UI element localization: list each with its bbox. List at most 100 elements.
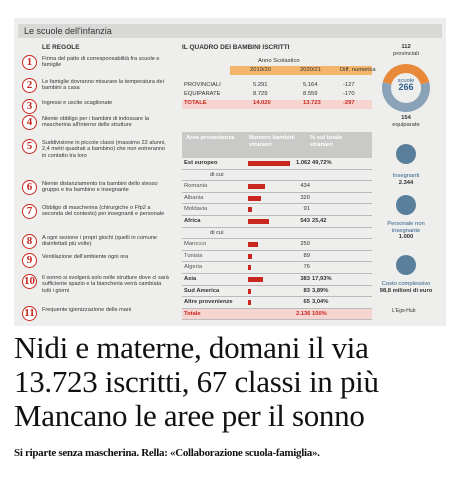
bar — [248, 265, 251, 271]
cell: 5.291 — [253, 82, 268, 88]
bar — [248, 195, 261, 201]
rule-number: 8 — [22, 234, 37, 249]
row-label: EQUIPARATE — [184, 91, 221, 97]
enrollment-caption: Anno Scolastico — [258, 58, 300, 64]
percent: 49,72% — [312, 160, 332, 166]
area-label: Altre provenienze — [184, 299, 233, 306]
staff-label: Costo complessivo — [381, 281, 431, 287]
rule-text: Le famiglie dovranno misurare la tempera… — [42, 79, 164, 92]
rule-text: Ingressi e uscite scaglionate — [42, 100, 113, 106]
row-rule — [182, 249, 372, 251]
row-rule — [182, 238, 372, 239]
subheading: di cui — [210, 171, 224, 178]
cell: -170 — [343, 91, 355, 97]
rule-number: 6 — [22, 180, 37, 195]
rule-text: Il sonno si svolgerà solo nelle struttur… — [42, 275, 169, 294]
percent: 3,89% — [312, 287, 329, 294]
rule-number: 5 — [22, 139, 37, 154]
rule-text: Niente distanziamento tra bambini dello … — [42, 181, 158, 194]
row-rule — [182, 191, 372, 193]
count: 83 — [303, 287, 310, 294]
bar — [248, 219, 270, 224]
row-label: PROVINCIALI — [184, 82, 221, 88]
donut-total: 266 — [398, 82, 414, 92]
row-rule — [182, 319, 372, 320]
headline-line: Nidi e materne, domani il via — [14, 330, 369, 365]
cell: 14.020 — [253, 100, 271, 106]
subtitle: Si riparte senza mascherina. Rella: «Col… — [14, 447, 320, 459]
area-label: Romania — [184, 183, 208, 190]
count: 91 — [303, 206, 310, 213]
icon — [396, 255, 416, 275]
school-count: 154 — [401, 115, 411, 121]
column-header: Numero bambini stranieri — [249, 135, 295, 148]
rule-number: 7 — [22, 204, 37, 219]
rule-text: Niente obbligo per i bambini di indossar… — [42, 116, 149, 129]
count: 383 — [300, 276, 310, 282]
row-rule — [182, 214, 372, 216]
bar — [248, 277, 264, 282]
area-label: Africa — [184, 218, 201, 224]
area-label: Est europeo — [184, 160, 218, 166]
enrollment-title: IL QUADRO DEI BAMBINI ISCRITTI — [182, 44, 290, 51]
row-label: TOTALE — [184, 100, 207, 106]
area-label: Moldavia — [184, 206, 208, 213]
subheading: di cui — [210, 229, 224, 236]
header-band — [230, 66, 372, 75]
area-label: Marocco — [184, 241, 207, 248]
cell: 8.559 — [303, 91, 318, 97]
school-count: 112 — [401, 44, 411, 50]
percent: 3,04% — [312, 299, 329, 306]
staff-label: Insegnanti — [392, 173, 420, 179]
donut-segment — [382, 64, 430, 85]
cell: 13.723 — [303, 100, 321, 106]
donut-label: scuole — [397, 78, 415, 84]
count: 76 — [303, 264, 310, 271]
bar — [248, 161, 290, 166]
area-label: Algeria — [184, 264, 203, 271]
rule-number: 3 — [22, 99, 37, 114]
donut-segment — [382, 82, 430, 112]
column-header: 2019/20 — [250, 67, 271, 73]
count: 250 — [300, 241, 310, 248]
total-band — [182, 100, 372, 109]
percent: 100% — [312, 310, 327, 317]
headline-line: 13.723 iscritti, 67 classi in più — [14, 364, 379, 399]
row-rule — [182, 180, 372, 181]
rule-number: 4 — [22, 115, 37, 130]
count: 2.136 — [296, 310, 311, 317]
staff-value: 2.344 — [398, 180, 414, 186]
column-header: % sul totale stranieri — [310, 135, 343, 148]
rule-text: Ventilazione dell'ambiente ogni ora — [42, 254, 129, 260]
row-rule — [182, 307, 372, 309]
staff-value: 1.000 — [398, 234, 414, 240]
row-rule — [182, 168, 372, 169]
count: 1.062 — [296, 160, 311, 166]
column-header: Diff. numerica — [340, 67, 376, 73]
school-label: provinciali — [393, 51, 419, 57]
bar — [248, 242, 258, 248]
count: 543 — [300, 218, 310, 224]
row-rule — [182, 261, 372, 262]
rule-number: 2 — [22, 78, 37, 93]
area-label: Sud America — [184, 287, 220, 294]
headline-line: Mancano le aree per il sonno — [14, 398, 365, 433]
row-rule — [182, 272, 372, 274]
rules-title: LE REGOLE — [42, 44, 80, 51]
area-label: Tunisia — [184, 252, 203, 259]
rule-text: Frequente igienizzazione delle mani — [42, 307, 132, 313]
cell: -127 — [343, 82, 355, 88]
count: 65 — [303, 299, 310, 306]
icon — [396, 144, 416, 164]
bar — [248, 207, 252, 213]
count: 320 — [300, 194, 310, 201]
staff-label: Personale non insegnante — [387, 221, 425, 234]
cell: 8.729 — [253, 91, 268, 97]
cell: 5.164 — [303, 82, 318, 88]
count: 89 — [303, 252, 310, 259]
percent: 17,93% — [312, 276, 332, 282]
rule-text: A ogni sezione i propri giochi (quelli i… — [42, 235, 158, 248]
area-label: Totale — [184, 310, 201, 317]
row-rule — [182, 284, 372, 285]
